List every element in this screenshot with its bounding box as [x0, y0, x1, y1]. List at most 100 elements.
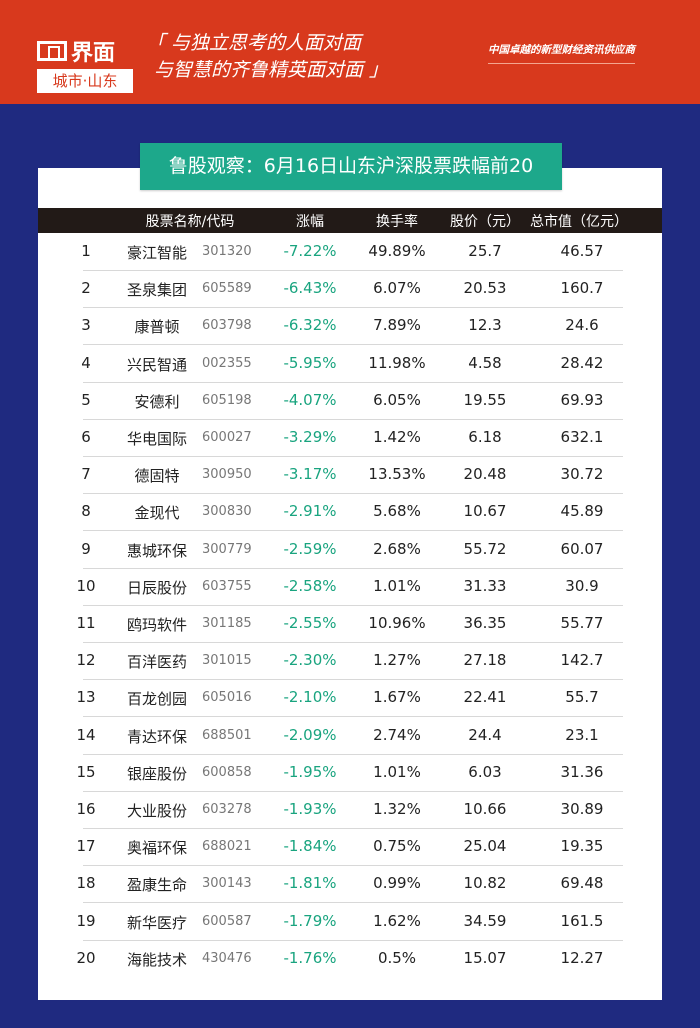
cell-name: 大业股份 [126, 802, 188, 820]
table-header: 股票名称/代码 涨幅 换手率 股价（元） 总市值（亿元） [38, 208, 662, 233]
cell-name: 百洋医药 [126, 653, 188, 672]
table-row: 18 盈康生命 300143 -1.81% 0.99% 10.82 69.48 [0, 866, 700, 904]
slogan: 「 与独立思考的人面对面 与智慧的齐鲁精英面对面 」 [146, 30, 388, 84]
cell-mcap: 30.89 [560, 800, 604, 818]
row-divider [83, 381, 623, 383]
cell-mcap: 12.27 [560, 948, 604, 967]
table-row: 11 鸥玛软件 301185 -2.55% 10.96% 36.35 55.77 [0, 606, 700, 643]
cell-change: -1.76% [283, 948, 337, 967]
cell-turnover: 0.5% [377, 948, 417, 967]
cell-code: 603755 [202, 578, 252, 594]
cell-change: -3.17% [283, 465, 337, 484]
cell-rank: 20 [76, 948, 96, 967]
row-divider [83, 716, 623, 718]
cell-name: 安德利 [134, 392, 180, 411]
cell-name: 鸥玛软件 [126, 616, 188, 634]
cell-rank: 3 [81, 316, 91, 335]
cell-turnover: 1.27% [373, 651, 421, 670]
cell-name: 银座股份 [126, 764, 188, 783]
cell-price: 15.07 [463, 948, 507, 967]
cell-price: 22.41 [463, 688, 507, 707]
row-divider [83, 493, 623, 495]
cell-mcap: 24.6 [565, 316, 599, 335]
cell-change: -4.07% [283, 390, 337, 409]
cell-turnover: 2.74% [373, 725, 421, 744]
col-name: 股票名称/代码 [145, 214, 235, 230]
cell-price: 27.18 [463, 651, 507, 670]
cell-rank: 17 [76, 837, 96, 856]
cell-code: 688501 [202, 727, 252, 743]
row-divider [83, 604, 623, 606]
cell-price: 25.7 [468, 242, 502, 260]
cell-price: 10.66 [463, 800, 507, 818]
table-row: 12 百洋医药 301015 -2.30% 1.27% 27.18 142.7 [0, 643, 700, 681]
table-row: 4 兴民智通 002355 -5.95% 11.98% 4.58 28.42 [0, 346, 700, 383]
cell-turnover: 2.68% [373, 539, 421, 558]
col-turnover: 换手率 [376, 214, 418, 230]
slogan-line-2: 与智慧的齐鲁精英面对面 」 [154, 59, 389, 81]
cell-turnover: 1.62% [373, 911, 421, 930]
row-divider [83, 828, 623, 829]
tagline: 中国卓越的新型财经资讯供应商 [488, 42, 635, 64]
cell-rank: 9 [81, 539, 91, 558]
cell-mcap: 160.7 [560, 279, 604, 298]
cell-change: -2.59% [283, 539, 337, 558]
table-row: 5 安德利 605198 -4.07% 6.05% 19.55 69.93 [0, 383, 700, 420]
cell-mcap: 31.36 [560, 762, 604, 781]
cell-turnover: 1.01% [373, 576, 421, 595]
table-row: 7 德固特 300950 -3.17% 13.53% 20.48 30.72 [0, 457, 700, 495]
cell-price: 6.18 [468, 428, 502, 446]
cell-change: -2.55% [283, 614, 337, 632]
cell-change: -2.58% [283, 576, 337, 595]
cell-code: 430476 [202, 950, 252, 966]
cell-mcap: 28.42 [560, 353, 604, 372]
cell-change: -5.95% [283, 353, 337, 372]
cell-price: 20.53 [463, 279, 507, 298]
cell-mcap: 142.7 [560, 651, 604, 670]
cell-name: 日辰股份 [126, 578, 188, 597]
cell-turnover: 49.89% [368, 242, 426, 260]
cell-rank: 19 [76, 911, 96, 930]
table-row: 14 青达环保 688501 -2.09% 2.74% 24.4 23.1 [0, 718, 700, 755]
cell-code: 301015 [202, 653, 252, 669]
cell-rank: 2 [81, 279, 91, 298]
cell-code: 688021 [202, 839, 252, 855]
cell-price: 12.3 [468, 316, 502, 335]
cell-mcap: 69.93 [560, 390, 604, 409]
cell-name: 盈康生命 [126, 876, 188, 895]
cell-mcap: 60.07 [560, 539, 604, 558]
cell-change: -1.81% [283, 874, 337, 893]
cell-code: 600587 [202, 913, 252, 929]
table-row: 20 海能技术 430476 -1.76% 0.5% 15.07 12.27 [0, 941, 700, 978]
cell-mcap: 45.89 [560, 502, 604, 521]
row-divider [83, 530, 623, 532]
row-divider [83, 865, 623, 867]
table-row: 10 日辰股份 603755 -2.58% 1.01% 31.33 30.9 [0, 569, 700, 606]
cell-rank: 16 [76, 800, 96, 818]
cell-rank: 6 [81, 428, 91, 446]
cell-code: 605589 [202, 281, 252, 297]
cell-price: 6.03 [468, 762, 502, 781]
cell-rank: 1 [81, 242, 91, 260]
cell-rank: 5 [81, 390, 91, 409]
cell-price: 10.67 [463, 502, 507, 521]
row-divider [83, 270, 623, 271]
cell-rank: 10 [76, 576, 96, 595]
row-divider [83, 307, 623, 309]
cell-turnover: 5.68% [373, 502, 421, 521]
cell-code: 300143 [202, 876, 252, 892]
cell-name: 华电国际 [126, 430, 188, 448]
table-row: 9 惠城环保 300779 -2.59% 2.68% 55.72 60.07 [0, 532, 700, 569]
cell-price: 10.82 [463, 874, 507, 893]
cell-rank: 4 [81, 353, 91, 372]
cell-change: -2.09% [283, 725, 337, 744]
cell-price: 24.4 [468, 725, 502, 744]
cell-code: 603278 [202, 802, 252, 817]
cell-name: 青达环保 [126, 727, 188, 746]
cell-rank: 7 [81, 465, 91, 484]
cell-code: 605198 [202, 392, 252, 408]
cell-rank: 12 [76, 651, 96, 670]
table-card [38, 168, 662, 1000]
table-row: 15 银座股份 600858 -1.95% 1.01% 6.03 31.36 [0, 755, 700, 792]
cell-mcap: 632.1 [560, 428, 604, 446]
